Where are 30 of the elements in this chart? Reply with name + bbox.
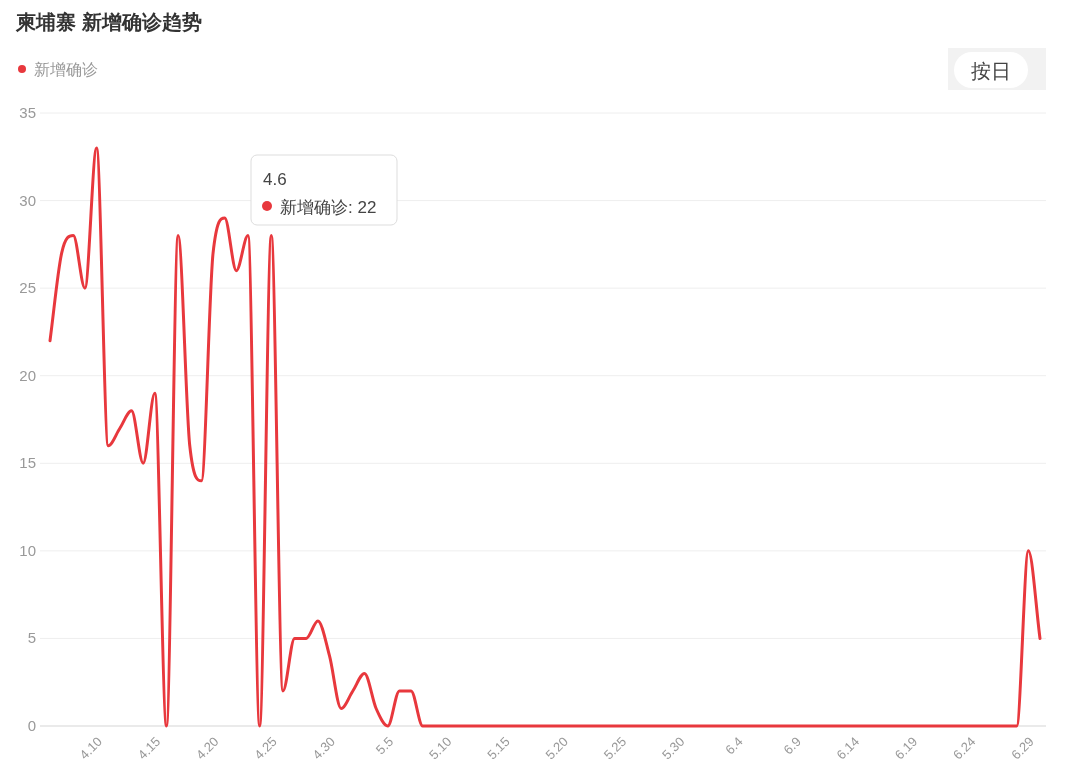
text: 按日	[971, 60, 1011, 82]
x-tick-label: 4.25	[251, 733, 280, 763]
x-tick-label: 6.19	[891, 733, 921, 763]
x-tick-label: 5.25	[600, 733, 630, 763]
x-tick-label: 5.15	[484, 733, 513, 763]
legend-label: 新增确诊	[34, 61, 98, 78]
x-tick-label: 5.5	[372, 733, 397, 758]
x-tick-label: 6.4	[722, 733, 746, 758]
y-tick-label: 30	[19, 191, 36, 209]
x-tick-label: 6.29	[1008, 733, 1037, 763]
x-tick-label: 4.20	[193, 733, 222, 763]
annotation: 新增确诊: 22	[280, 198, 377, 217]
y-tick-label: 25	[19, 279, 36, 297]
y-tick-label: 5	[27, 629, 36, 647]
x-tick-label: 6.24	[950, 733, 979, 763]
y-tick-label: 20	[19, 366, 36, 384]
x-tick-label: 4.30	[309, 733, 339, 763]
y-tick-label: 0	[27, 717, 36, 734]
x-tick-label: 5.20	[542, 733, 571, 763]
chart-title: 柬埔寨 新增确诊趋势	[15, 11, 202, 33]
x-tick-label: 5.30	[658, 733, 688, 763]
annotation: 4.6	[263, 170, 287, 189]
y-tick-label: 15	[19, 454, 36, 472]
y-tick-label: 35	[19, 104, 36, 121]
x-tick-label: 4.15	[134, 733, 164, 763]
x-tick-label: 5.10	[425, 733, 455, 763]
x-tick-label: 6.14	[833, 733, 863, 763]
x-tick-label: 6.9	[780, 733, 804, 758]
x-tick-label: 4.10	[76, 733, 106, 763]
y-tick-label: 10	[19, 541, 36, 559]
